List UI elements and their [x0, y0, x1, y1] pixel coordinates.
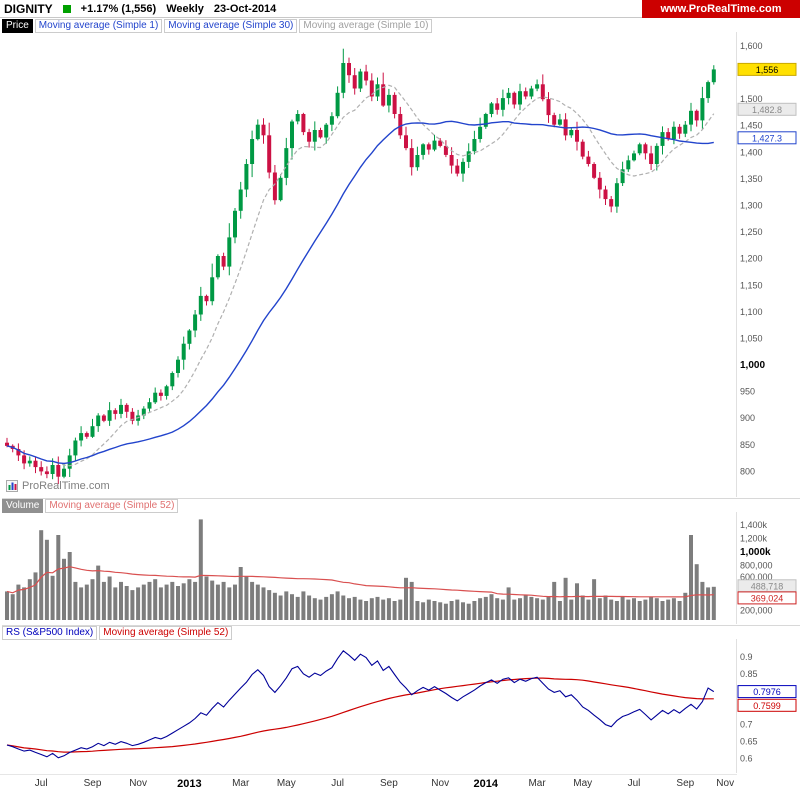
svg-text:1,600: 1,600 — [740, 41, 763, 51]
prorealtime-banner[interactable]: www.ProRealTime.com — [642, 0, 800, 18]
legend-item-moving-average-simple-52-[interactable]: Moving average (Simple 52) — [45, 498, 179, 513]
x-axis-label: Nov — [431, 778, 450, 789]
time-axis[interactable]: Jul Sep Nov 2013 Mar May Jul Sep Nov 2014 Mar May Ju… — [0, 774, 737, 793]
svg-text:1,200: 1,200 — [740, 254, 763, 264]
x-axis-label: Sep — [379, 778, 398, 789]
up-indicator-icon — [62, 4, 71, 13]
svg-text:0.9: 0.9 — [740, 652, 753, 662]
legend-item-moving-average-simple-1-[interactable]: Moving average (Simple 1) — [34, 18, 163, 33]
legend-item-volume[interactable]: Volume — [2, 498, 44, 513]
svg-text:1,100: 1,100 — [740, 307, 763, 317]
svg-text:488,718: 488,718 — [751, 581, 784, 591]
rs-legend: RS (S&P500 Index) Moving average (Simple … — [2, 625, 800, 640]
svg-text:800: 800 — [740, 466, 755, 476]
svg-text:1,150: 1,150 — [740, 280, 763, 290]
svg-text:0.7: 0.7 — [740, 720, 753, 730]
watermark-text: ProRealTime.com — [22, 480, 110, 492]
legend-item-moving-average-simple-10-[interactable]: Moving average (Simple 10) — [299, 18, 433, 33]
svg-text:600,000: 600,000 — [740, 572, 773, 582]
prorealtime-logo-icon — [6, 480, 18, 492]
x-axis-label: May — [276, 778, 296, 789]
svg-text:1,400: 1,400 — [740, 147, 763, 157]
x-axis-label: 2014 — [473, 778, 499, 790]
x-axis-label: Jul — [627, 778, 641, 789]
x-axis-label: Nov — [129, 778, 147, 789]
x-axis-label: May — [573, 778, 593, 789]
svg-text:369,024: 369,024 — [751, 593, 784, 603]
legend-item-price[interactable]: Price — [2, 18, 33, 33]
svg-text:1,500: 1,500 — [740, 94, 763, 104]
price-change: +1.17% (1,556) — [80, 2, 157, 15]
svg-text:1,400k: 1,400k — [740, 520, 768, 530]
svg-text:950: 950 — [740, 387, 755, 397]
legend-item-moving-average-simple-52-[interactable]: Moving average (Simple 52) — [99, 625, 233, 640]
svg-text:850: 850 — [740, 440, 755, 450]
x-axis-label: Nov — [716, 778, 735, 789]
x-axis-label: 2013 — [177, 778, 202, 790]
x-axis-label: Mar — [528, 778, 546, 789]
svg-text:1,000k: 1,000k — [740, 547, 771, 558]
svg-text:0.65: 0.65 — [740, 737, 758, 747]
x-axis-label: Mar — [232, 778, 250, 789]
x-axis-label: Jul — [331, 778, 344, 789]
svg-text:1,450: 1,450 — [740, 121, 763, 131]
svg-text:0.7976: 0.7976 — [753, 687, 781, 697]
x-axis-label: Sep — [83, 778, 102, 789]
price-legend: Price Moving average (Simple 1) Moving ave… — [2, 18, 732, 33]
volume-legend: Volume Moving average (Simple 52) — [2, 498, 800, 513]
svg-text:1,556: 1,556 — [756, 65, 779, 75]
legend-item-moving-average-simple-30-[interactable]: Moving average (Simple 30) — [164, 18, 298, 33]
svg-text:1,427.3: 1,427.3 — [752, 133, 782, 143]
svg-text:1,200k: 1,200k — [740, 533, 768, 543]
chart-header: DIGNITY +1.17% (1,556) Weekly 23-Oct-201… — [0, 0, 800, 18]
watermark: ProRealTime.com — [6, 480, 110, 492]
last-date-label: 23-Oct-2014 — [213, 2, 277, 15]
x-axis-label: Sep — [676, 778, 695, 789]
svg-text:0.85: 0.85 — [740, 669, 758, 679]
svg-text:1,050: 1,050 — [740, 333, 763, 343]
svg-text:1,300: 1,300 — [740, 201, 763, 211]
svg-text:1,000: 1,000 — [740, 360, 765, 371]
rs-chart[interactable]: 0.9 0.85 0.7 0.65 0.6 0.7976 0.7599 — [0, 639, 800, 773]
price-chart[interactable]: 1,600 1,500 1,450 1,400 1,350 1,300 1,250 1,200… — [0, 32, 800, 497]
svg-text:900: 900 — [740, 413, 755, 423]
instrument-name: DIGNITY — [4, 1, 53, 16]
legend-item-rs-s-p500-index-[interactable]: RS (S&P500 Index) — [2, 625, 98, 640]
svg-text:200,000: 200,000 — [740, 605, 773, 615]
svg-text:0.6: 0.6 — [740, 754, 753, 764]
svg-text:800,000: 800,000 — [740, 561, 773, 571]
svg-text:1,350: 1,350 — [740, 174, 763, 184]
svg-text:1,482.8: 1,482.8 — [752, 105, 782, 115]
svg-text:0.7599: 0.7599 — [753, 701, 781, 711]
timeframe-label: Weekly — [166, 2, 204, 15]
x-axis-label: Jul — [34, 778, 48, 789]
svg-text:1,250: 1,250 — [740, 227, 763, 237]
